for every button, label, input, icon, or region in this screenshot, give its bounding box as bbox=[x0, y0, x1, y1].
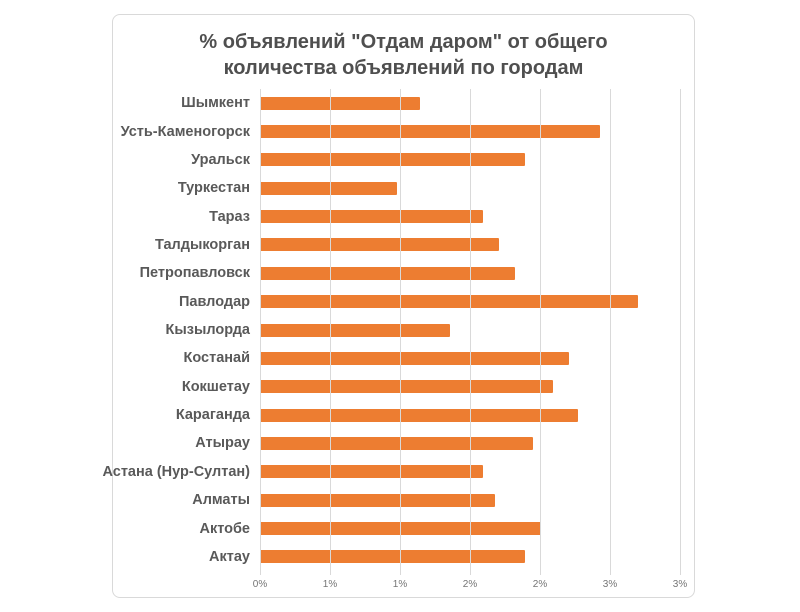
gridline bbox=[399, 89, 401, 575]
category-label: Тараз bbox=[209, 208, 250, 225]
bar-row: Петропавловск bbox=[140, 259, 680, 287]
x-tick-label: 1% bbox=[392, 579, 408, 590]
bar bbox=[260, 153, 525, 167]
category-label: Кызылорда bbox=[165, 322, 250, 339]
x-tick-label: 0% bbox=[252, 579, 268, 590]
gridline bbox=[329, 89, 331, 575]
bar bbox=[260, 323, 451, 337]
x-tick-label: 2% bbox=[462, 579, 478, 590]
bar-row: Уральск bbox=[191, 146, 680, 174]
category-label: Петропавловск bbox=[139, 265, 250, 282]
category-label: Кокшетау bbox=[181, 378, 250, 395]
bar bbox=[260, 351, 570, 365]
x-tick-label: 2% bbox=[532, 579, 548, 590]
category-label: Туркестан bbox=[177, 180, 250, 197]
bar-row: Алматы bbox=[192, 486, 680, 514]
bar bbox=[260, 550, 525, 564]
bar-row: Костанай bbox=[184, 344, 680, 372]
chart-title: % объявлений "Отдам даром" от общего кол… bbox=[199, 31, 608, 79]
category-label: Талдыкорган bbox=[154, 236, 250, 253]
category-label: Атырау bbox=[195, 435, 250, 452]
gridline bbox=[470, 89, 471, 575]
bar bbox=[260, 408, 578, 422]
bar-row: Кызылорда bbox=[166, 316, 680, 344]
chart-frame: % объявлений "Отдам даром" от общего кол… bbox=[102, 14, 695, 598]
bar-row: Актау bbox=[209, 543, 680, 571]
bar-row: Шымкент bbox=[181, 89, 680, 117]
bar-row: Астана (Нур-Султан) bbox=[102, 458, 680, 486]
bar bbox=[260, 96, 420, 110]
bar bbox=[260, 266, 515, 280]
bar-row: Тараз bbox=[209, 202, 680, 230]
category-label: Караганда bbox=[175, 407, 250, 424]
category-label: Павлодар bbox=[178, 293, 250, 310]
bar bbox=[260, 295, 638, 309]
category-label: Актау bbox=[209, 548, 250, 565]
gridline bbox=[610, 89, 611, 575]
bar-row: Караганда bbox=[176, 401, 680, 429]
x-tick-label: 3% bbox=[672, 579, 688, 590]
bar-row: Кокшетау bbox=[182, 373, 680, 401]
bar bbox=[260, 125, 601, 139]
category-label: Алматы bbox=[192, 492, 250, 509]
bar-row: Усть-Каменогорск bbox=[121, 117, 680, 145]
gridline bbox=[680, 89, 681, 575]
x-axis: 0% 1% 1% 2% 2% 3% 3% bbox=[253, 577, 687, 593]
bar-row: Атырау bbox=[195, 429, 680, 457]
category-label: Уральск bbox=[191, 151, 250, 168]
bar-row: Туркестан bbox=[178, 174, 680, 202]
bar bbox=[260, 238, 500, 252]
bar-rows: Шымкент Усть-Каменогорск Уральск Туркестан Т… bbox=[102, 89, 680, 571]
bar-row: Талдыкорган bbox=[155, 231, 680, 259]
bar-row: Павлодар bbox=[179, 288, 680, 316]
gridline bbox=[539, 89, 541, 575]
category-label: Усть-Каменогорск bbox=[120, 123, 250, 140]
bar bbox=[260, 465, 483, 479]
x-tick-label: 1% bbox=[322, 579, 338, 590]
bar bbox=[260, 210, 483, 224]
category-label: Костанай bbox=[183, 350, 250, 367]
bar bbox=[260, 181, 398, 195]
category-label: Актобе bbox=[199, 520, 250, 537]
gridline bbox=[260, 89, 261, 575]
x-tick-label: 3% bbox=[602, 579, 618, 590]
plot-area: Шымкент Усть-Каменогорск Уральск Туркестан Т… bbox=[102, 89, 681, 575]
bar bbox=[260, 493, 496, 507]
category-label: Шымкент bbox=[181, 95, 250, 112]
bar bbox=[260, 436, 533, 450]
category-label: Астана (Нур-Султан) bbox=[102, 463, 250, 480]
bar bbox=[260, 380, 553, 394]
